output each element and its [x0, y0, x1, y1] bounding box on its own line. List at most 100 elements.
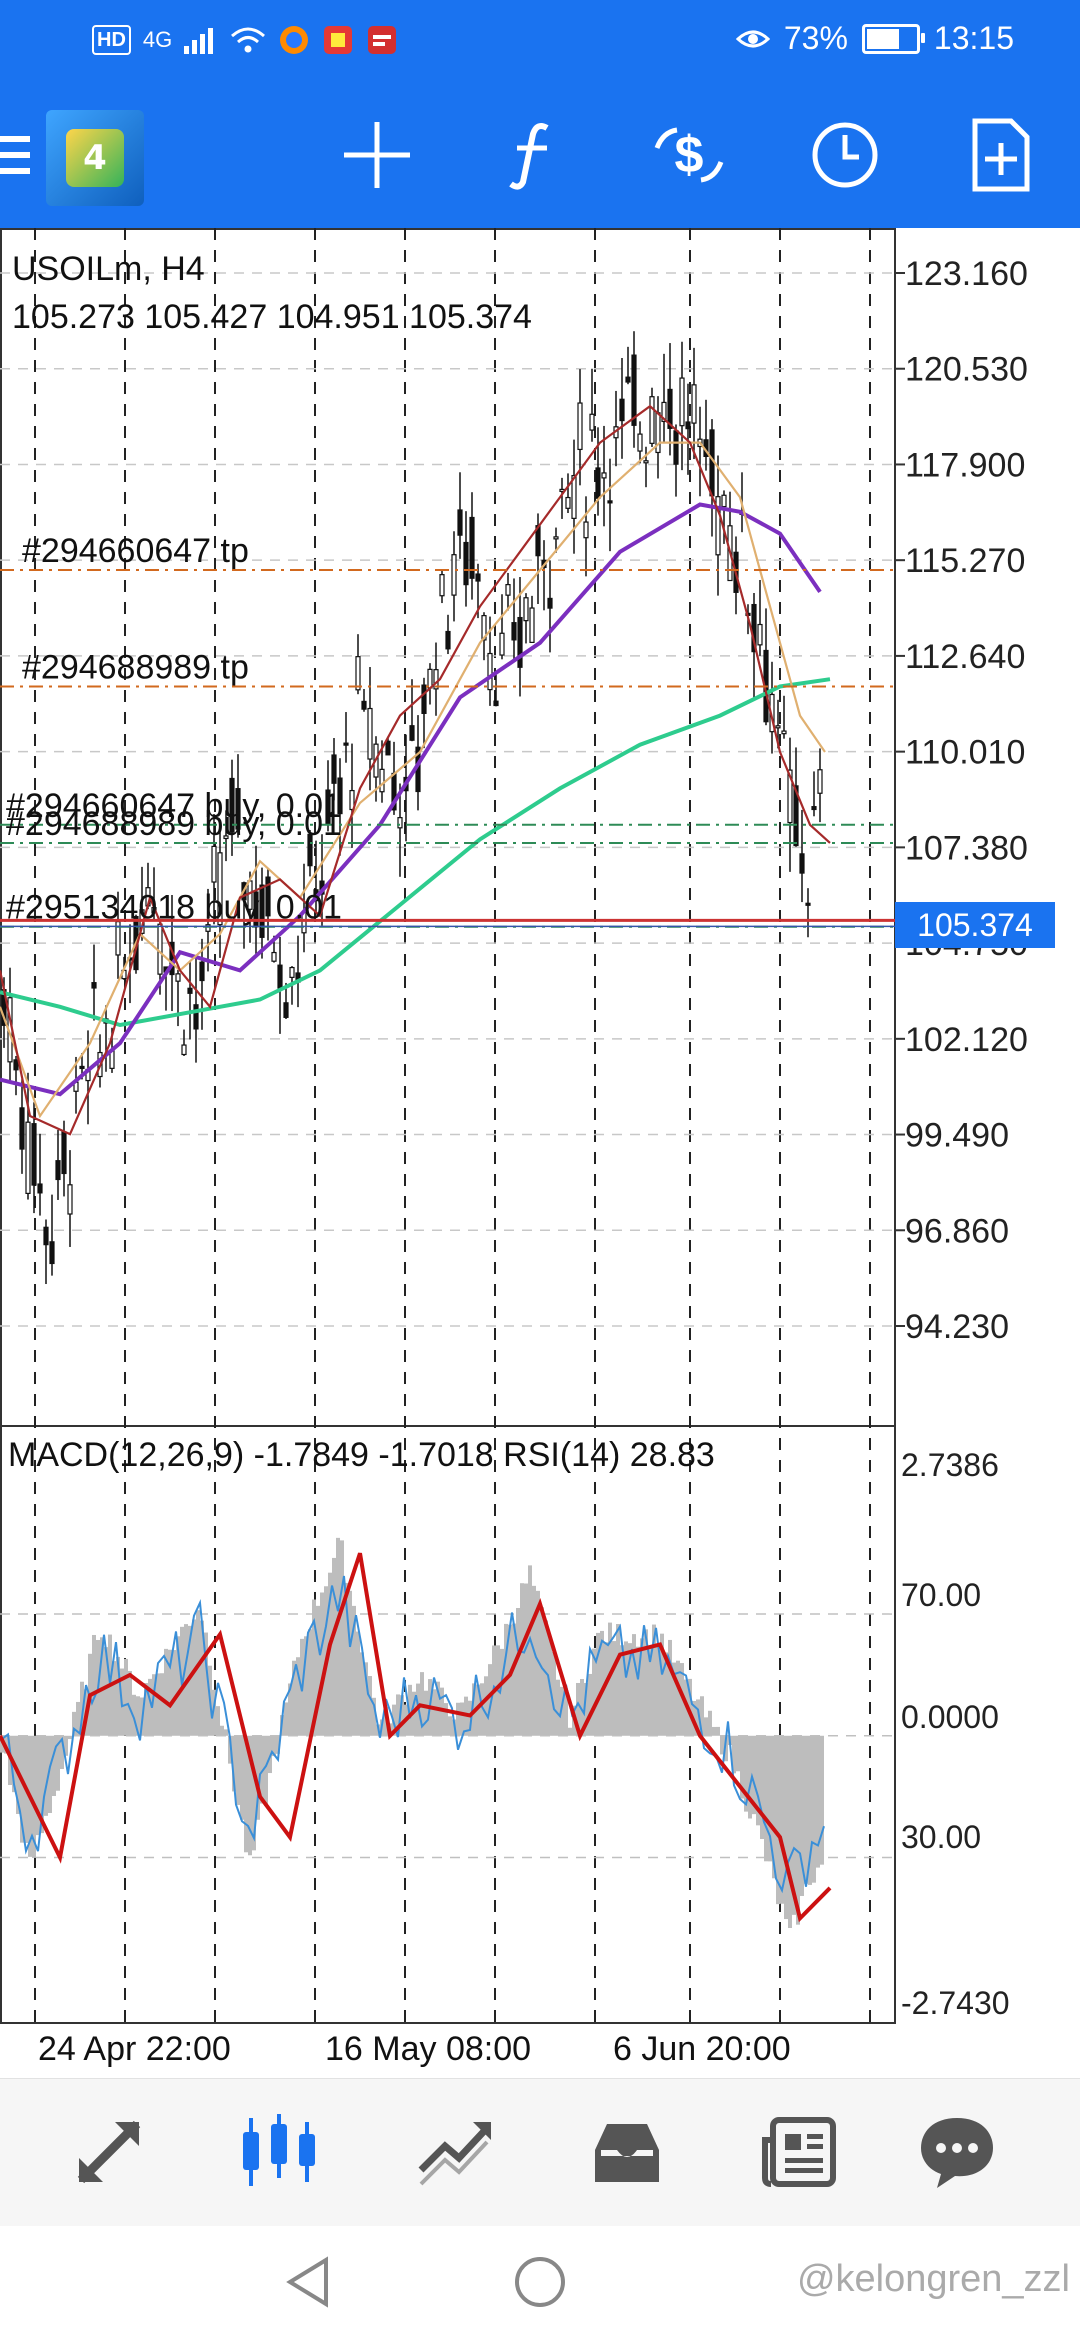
macd-histogram-bar: [720, 1735, 724, 1755]
browser-app-icon: [280, 26, 309, 54]
macd-histogram-bar: [748, 1735, 752, 1819]
trade-button[interactable]: $: [644, 110, 734, 200]
chart-area[interactable]: USOILm, H4 105.273 105.427 104.951 105.3…: [0, 228, 1080, 2078]
nav-chat[interactable]: [912, 2107, 1002, 2197]
macd-histogram-bar: [520, 1583, 524, 1736]
macd-histogram-bar: [116, 1656, 120, 1736]
candle-body: [721, 494, 727, 508]
candle-body: [649, 396, 655, 444]
candle-body: [187, 987, 193, 994]
macd-histogram-bar: [488, 1664, 492, 1736]
macd-histogram-bar: [632, 1634, 636, 1736]
macd-histogram-bar: [340, 1540, 344, 1736]
price-tick-label: 107.380: [905, 829, 1028, 867]
macd-histogram-bar: [524, 1583, 528, 1736]
price-tick-label: 115.270: [905, 542, 1025, 580]
chart-frame: [0, 228, 896, 2024]
quotes-icon: [77, 2120, 141, 2184]
order-line-label: #294688989 buy, 0.01: [6, 805, 342, 843]
macd-histogram-bar: [564, 1688, 568, 1736]
macd-histogram-bar: [596, 1632, 600, 1736]
chart-icon: [243, 2114, 315, 2186]
macd-histogram-bar: [76, 1701, 80, 1736]
price-tick-label: 112.640: [905, 638, 1025, 676]
candle-body: [451, 554, 457, 596]
ohlc-label: 105.273 105.427 104.951 105.374: [12, 298, 532, 336]
macd-histogram-bar: [536, 1590, 540, 1736]
macd-histogram-bar: [52, 1735, 56, 1797]
candle-body: [691, 384, 697, 424]
candle-body: [259, 884, 265, 938]
macd-histogram-bar: [272, 1735, 276, 1757]
macd-histogram-bar: [648, 1646, 652, 1736]
macd-histogram-bar: [812, 1735, 816, 1883]
macd-histogram-bar: [460, 1702, 464, 1736]
macd-histogram-bar: [716, 1726, 720, 1736]
candle-body: [511, 622, 517, 641]
macd-histogram-bar: [704, 1717, 708, 1736]
candle-body: [529, 607, 535, 643]
nav-trade[interactable]: [410, 2107, 500, 2197]
macd-histogram-bar: [804, 1735, 808, 1884]
price-chart[interactable]: USOILm, H4 105.273 105.427 104.951 105.3…: [0, 228, 1080, 2078]
nav-history[interactable]: [582, 2107, 672, 2197]
price-tick-label: 96.860: [905, 1212, 1009, 1250]
macd-histogram-bar: [820, 1735, 824, 1865]
timeframe-button[interactable]: [800, 110, 890, 200]
macd-histogram-bar: [636, 1646, 640, 1736]
nav-chart[interactable]: [234, 2107, 324, 2197]
macd-histogram-bar: [552, 1651, 556, 1736]
macd-histogram-bar: [592, 1648, 596, 1736]
metatrader-logo[interactable]: 4: [46, 110, 144, 206]
macd-histogram-bar: [20, 1735, 24, 1843]
menu-icon[interactable]: [0, 136, 30, 184]
new-order-button[interactable]: [956, 110, 1046, 200]
time-axis-label: 16 May 08:00: [325, 2030, 531, 2068]
macd-histogram-bar: [740, 1735, 744, 1799]
candle-body: [289, 966, 295, 978]
macd-histogram-bar: [480, 1683, 484, 1736]
macd-histogram-bar: [640, 1638, 644, 1736]
macd-histogram-bar: [656, 1645, 660, 1736]
crosshair-button[interactable]: [332, 110, 422, 200]
macd-histogram-bar: [784, 1735, 788, 1920]
price-tick-label: 99.490: [905, 1117, 1009, 1155]
macd-histogram-bar: [612, 1641, 616, 1736]
candle-body: [469, 516, 475, 579]
macd-histogram-bar: [276, 1735, 280, 1754]
candle-body: [421, 684, 427, 714]
candle-body: [13, 1059, 19, 1071]
wifi-icon: [231, 27, 266, 53]
macd-histogram-bar: [532, 1585, 536, 1736]
macd-histogram-bar: [132, 1694, 136, 1736]
candle-body: [757, 623, 763, 646]
app-bar: HD 4G: [0, 0, 1080, 228]
price-tick-label: 110.010: [905, 734, 1025, 772]
macd-histogram-bar: [164, 1648, 168, 1736]
nav-news[interactable]: [754, 2107, 844, 2197]
macd-histogram-bar: [200, 1620, 204, 1736]
macd-histogram-bar: [732, 1735, 736, 1774]
candle-body: [787, 769, 793, 824]
order-line-label: #294660647 tp: [22, 532, 249, 570]
macd-histogram-bar: [660, 1633, 664, 1736]
back-icon[interactable]: [282, 2254, 334, 2310]
macd-histogram-bar: [360, 1652, 364, 1736]
candle-body: [679, 377, 685, 427]
macd-histogram-bar: [672, 1662, 676, 1736]
candle-body: [583, 521, 589, 539]
macd-histogram-bar: [580, 1679, 584, 1736]
macd-histogram-bar: [356, 1631, 360, 1736]
nav-quotes[interactable]: [64, 2107, 154, 2197]
indicators-button[interactable]: [488, 110, 578, 200]
macd-histogram-bar: [244, 1735, 248, 1853]
candle-body: [355, 656, 361, 691]
macd-histogram-bar: [544, 1620, 548, 1736]
candle-body: [271, 951, 277, 962]
macd-histogram-bar: [816, 1735, 820, 1868]
macd-histogram-bar: [600, 1630, 604, 1736]
time-axis-label: 24 Apr 22:00: [38, 2030, 231, 2068]
macd-histogram-bar: [204, 1632, 208, 1736]
macd-histogram-bar: [408, 1684, 412, 1736]
home-icon[interactable]: [512, 2254, 568, 2310]
